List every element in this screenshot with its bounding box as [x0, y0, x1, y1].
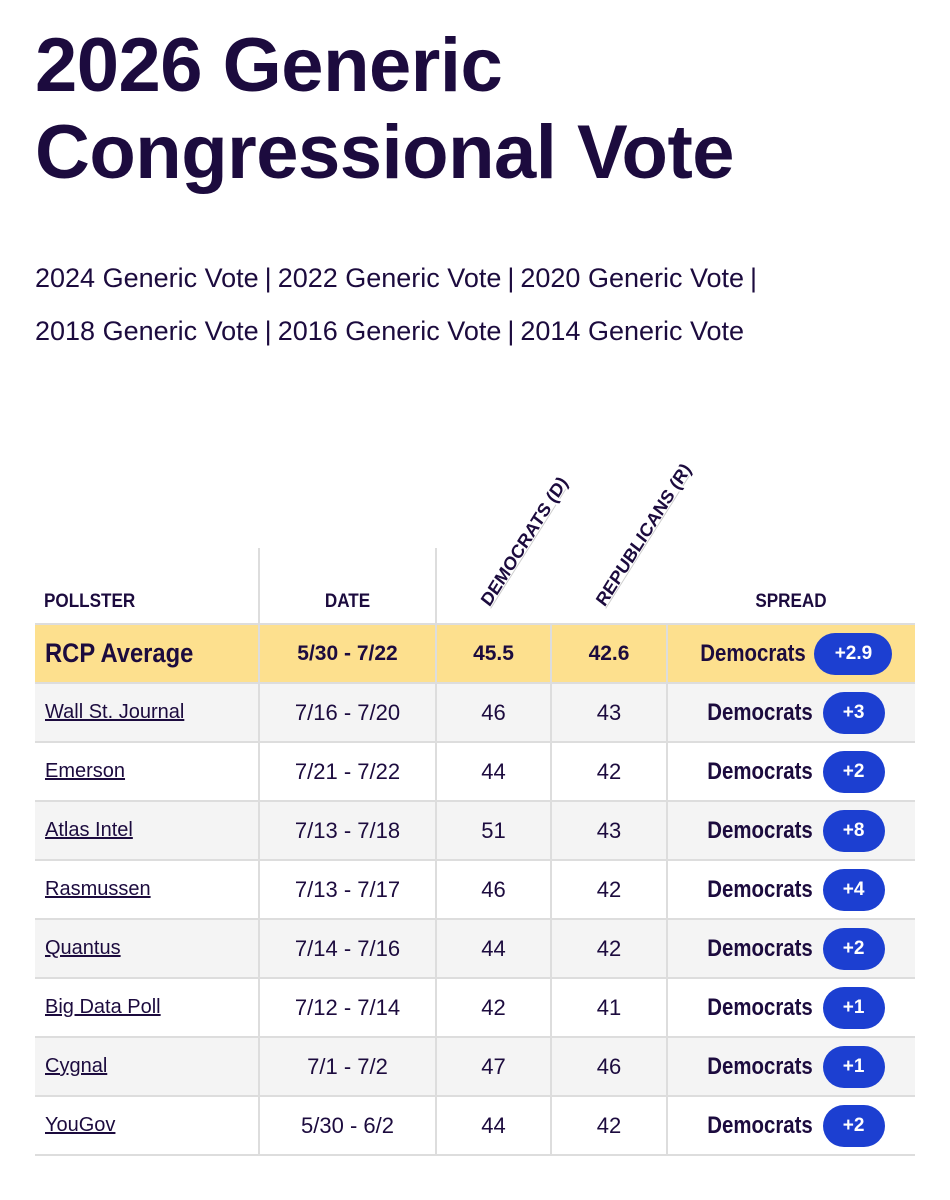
dem-cell: 44: [435, 918, 551, 978]
header-democrats: DEMOCRATS (D): [440, 473, 572, 624]
spread-badge: +2.9: [814, 632, 893, 675]
polls-table: POLLSTER DATE DEMOCRATS (D) REPUBLICANS …: [35, 460, 915, 1156]
pollster-link[interactable]: YouGov: [45, 1114, 116, 1136]
dem-cell: 44: [435, 1095, 551, 1156]
spread-cell: Democrats +2: [666, 1095, 915, 1156]
pollster-link[interactable]: Emerson: [45, 760, 126, 782]
spread-cell: Democrats +2.9: [666, 623, 915, 683]
spread-cell: Democrats +2: [666, 741, 915, 801]
date-cell: 7/14 - 7/16: [258, 918, 436, 978]
table-row: Quantus 7/14 - 7/16 44 42 Democrats +2: [35, 918, 915, 978]
link-2018[interactable]: 2018 Generic Vote: [35, 316, 259, 346]
rep-cell: 42: [550, 918, 667, 978]
spread-cell: Democrats +3: [666, 682, 915, 742]
date-cell: 5/30 - 6/2: [258, 1095, 436, 1156]
header-pollster: POLLSTER: [44, 591, 136, 612]
pollster-cell: Big Data Poll: [35, 977, 259, 1037]
pollster-cell: Emerson: [35, 741, 259, 801]
spread-badge: +4: [822, 868, 885, 911]
date-cell: 7/13 - 7/18: [258, 800, 436, 860]
date-cell: 7/21 - 7/22: [258, 741, 436, 801]
date-cell: 7/12 - 7/14: [258, 977, 436, 1037]
spread-badge: +8: [822, 809, 885, 852]
dem-cell: 45.5: [435, 623, 551, 683]
spread-cell: Democrats +4: [666, 859, 915, 919]
rep-cell: 42: [550, 1095, 667, 1156]
spread-badge: +2: [822, 927, 885, 970]
dem-cell: 46: [435, 859, 551, 919]
dem-cell: 51: [435, 800, 551, 860]
spread-badge: +3: [822, 691, 885, 734]
table-row: Cygnal 7/1 - 7/2 47 46 Democrats +1: [35, 1036, 915, 1096]
pollster-cell: Wall St. Journal: [35, 682, 259, 742]
spread-cell: Democrats +1: [666, 977, 915, 1037]
rep-cell: 42: [550, 741, 667, 801]
spread-badge: +1: [822, 986, 885, 1029]
related-links: 2024 Generic Vote | 2022 Generic Vote | 2020…: [35, 263, 758, 346]
header-spread: SPREAD: [755, 591, 827, 612]
link-2014[interactable]: 2014 Generic Vote: [520, 316, 745, 346]
rep-cell: 42.6: [550, 623, 667, 683]
header-date: DATE: [266, 548, 428, 624]
link-2024[interactable]: 2024 Generic Vote: [35, 263, 259, 293]
pollster-cell: YouGov: [35, 1095, 259, 1156]
date-cell: 7/1 - 7/2: [258, 1036, 436, 1096]
spread-cell: Democrats +2: [666, 918, 915, 978]
rep-cell: 43: [550, 682, 667, 742]
rep-cell: 41: [550, 977, 667, 1037]
rep-cell: 43: [550, 800, 667, 860]
dem-cell: 44: [435, 741, 551, 801]
pollster-link[interactable]: Big Data Poll: [45, 996, 161, 1018]
table-row: YouGov 5/30 - 6/2 44 42 Democrats +2: [35, 1095, 915, 1156]
pollster-cell: Atlas Intel: [35, 800, 259, 860]
pollster-cell: Cygnal: [35, 1036, 259, 1096]
table-row: Emerson 7/21 - 7/22 44 42 Democrats +2: [35, 741, 915, 801]
pollster-link[interactable]: Cygnal: [45, 1055, 108, 1077]
date-cell: 7/13 - 7/17: [258, 859, 436, 919]
link-2022[interactable]: 2022 Generic Vote: [277, 263, 502, 293]
table-row: Big Data Poll 7/12 - 7/14 42 41 Democrats +1: [35, 977, 915, 1037]
rcp-average-row: RCP Average 5/30 - 7/22 45.5 42.6 Democr…: [35, 623, 915, 683]
link-2020[interactable]: 2020 Generic Vote: [520, 263, 745, 293]
date-cell: 5/30 - 7/22: [258, 623, 436, 683]
table-row: Rasmussen 7/13 - 7/17 46 42 Democrats +4: [35, 859, 915, 919]
spread-badge: +1: [822, 1045, 885, 1088]
pollster-link[interactable]: Rasmussen: [45, 878, 151, 900]
date-cell: 7/16 - 7/20: [258, 682, 436, 742]
spread-badge: +2: [822, 750, 885, 793]
table-row: Wall St. Journal 7/16 - 7/20 46 43 Democrats…: [35, 682, 915, 742]
dem-cell: 47: [435, 1036, 551, 1096]
pollster-cell: RCP Average: [35, 623, 259, 683]
spread-cell: Democrats +1: [666, 1036, 915, 1096]
table-row: Atlas Intel 7/13 - 7/18 51 43 Democrats +8: [35, 800, 915, 860]
dem-cell: 46: [435, 682, 551, 742]
header-republicans: REPUBLICANS (R): [592, 460, 696, 611]
link-2016[interactable]: 2016 Generic Vote: [277, 316, 502, 346]
pollster-cell: Rasmussen: [35, 859, 259, 919]
pollster-link[interactable]: Atlas Intel: [45, 819, 133, 841]
page-title: 2026 Generic Congressional Vote: [35, 23, 735, 195]
dem-cell: 42: [435, 977, 551, 1037]
pollster-cell: Quantus: [35, 918, 259, 978]
pollster-link[interactable]: Quantus: [45, 937, 121, 959]
spread-cell: Democrats +8: [666, 800, 915, 860]
pollster-link[interactable]: Wall St. Journal: [45, 701, 185, 723]
rep-cell: 42: [550, 859, 667, 919]
rep-cell: 46: [550, 1036, 667, 1096]
spread-badge: +2: [822, 1104, 885, 1147]
